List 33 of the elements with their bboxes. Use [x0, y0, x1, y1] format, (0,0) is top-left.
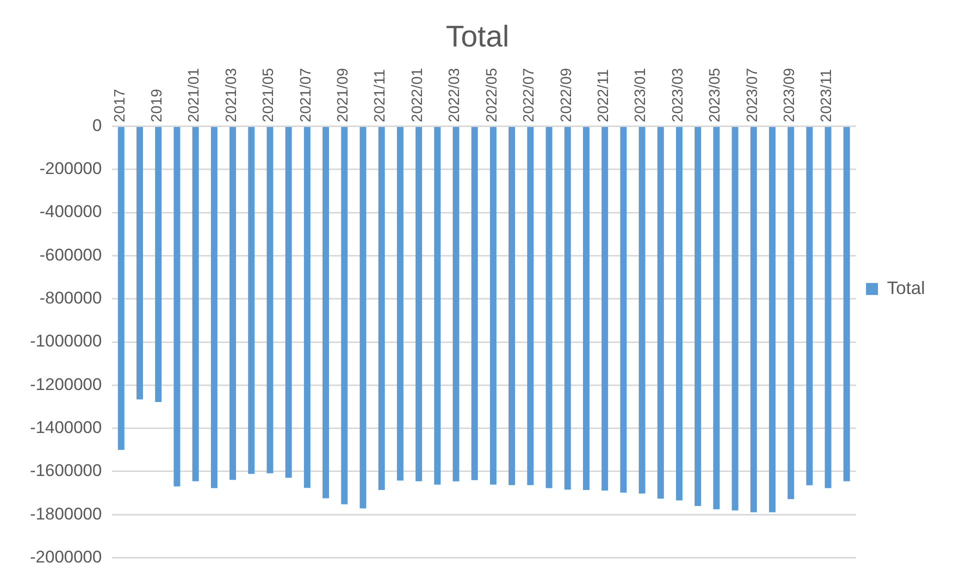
y-tick-label: -1800000 — [30, 504, 102, 524]
x-tick-label: 2022/09 — [558, 68, 575, 122]
x-tick-label: 2023/03 — [669, 68, 686, 122]
x-tick-label: 2021/09 — [334, 68, 352, 122]
x-tick-label: 2019 — [148, 88, 166, 122]
x-tick-label: 2022/11 — [594, 69, 612, 122]
y-tick-label: -400000 — [39, 202, 102, 222]
y-tick-label: 0 — [92, 116, 102, 135]
x-tick-label: 2021/11 — [372, 69, 389, 122]
x-tick-label: 2023/07 — [744, 68, 761, 122]
x-tick-label: 2021/03 — [222, 68, 240, 122]
x-tick-label: 2023/11 — [818, 69, 836, 122]
x-tick-label: 2023/05 — [706, 68, 724, 122]
x-tick-label: 2021/05 — [260, 68, 278, 122]
y-tick-label: -600000 — [39, 245, 102, 264]
x-tick-label: 2021/07 — [297, 68, 314, 122]
x-tick-label: 2022/03 — [446, 68, 464, 122]
x-tick-label: 2022/05 — [483, 68, 500, 122]
y-tick-label: -2000000 — [30, 547, 102, 566]
x-tick-label: 2023/09 — [781, 68, 798, 122]
y-tick-label: -1400000 — [30, 418, 102, 438]
x-tick-label: 2022/07 — [520, 68, 538, 122]
y-tick-label: -1200000 — [30, 374, 102, 394]
x-tick-label: 2017 — [111, 88, 128, 122]
chart-title: Total — [446, 20, 510, 54]
x-tick-label: 2023/01 — [632, 68, 650, 122]
y-tick-label: -200000 — [39, 159, 102, 178]
y-tick-label: -1000000 — [30, 332, 102, 351]
y-tick-label: -800000 — [39, 288, 102, 308]
legend-label: Total — [886, 278, 926, 298]
y-tick-label: -1600000 — [30, 461, 102, 480]
x-tick-label: 2022/01 — [408, 68, 426, 122]
x-tick-label: 2021/01 — [186, 68, 203, 122]
